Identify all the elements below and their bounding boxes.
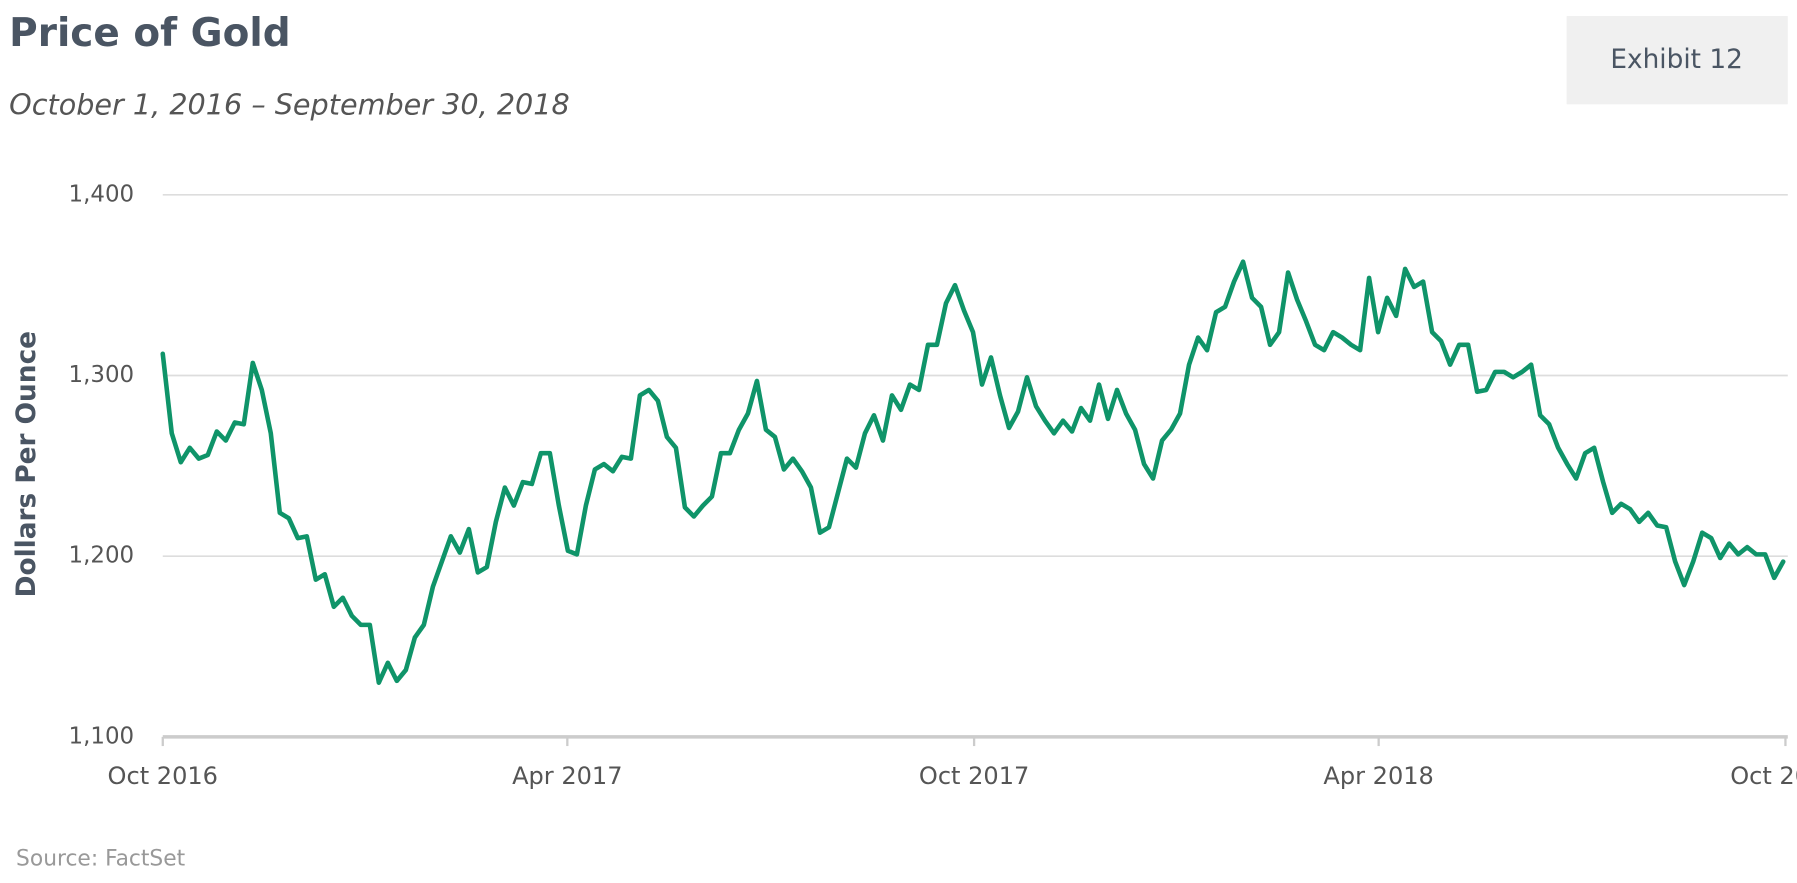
y-tick-label: 1,300	[69, 362, 135, 388]
x-tick-label: Apr 2018	[1323, 762, 1433, 790]
badge-box	[1566, 16, 1788, 105]
badge: Exhibit 12	[1610, 45, 1743, 75]
y-tick-label: 1,200	[69, 543, 135, 569]
chart-title: Price of Gold	[9, 11, 290, 56]
price-line	[160, 259, 1786, 685]
x-tick-label: Oct 2017	[919, 762, 1029, 790]
x-tick-label: Oct 2018	[1730, 762, 1797, 790]
y-tick-label: 1,400	[69, 181, 135, 207]
source: Source: FactSet	[16, 847, 186, 872]
x-tick-label: Apr 2017	[512, 762, 622, 790]
y-axis-label: Dollars Per Ounce	[12, 331, 42, 597]
x-tick-label: Oct 2016	[108, 762, 218, 790]
chart-subtitle: October 1, 2016 – September 30, 2018	[9, 88, 570, 122]
y-tick-label: 1,100	[69, 723, 135, 749]
